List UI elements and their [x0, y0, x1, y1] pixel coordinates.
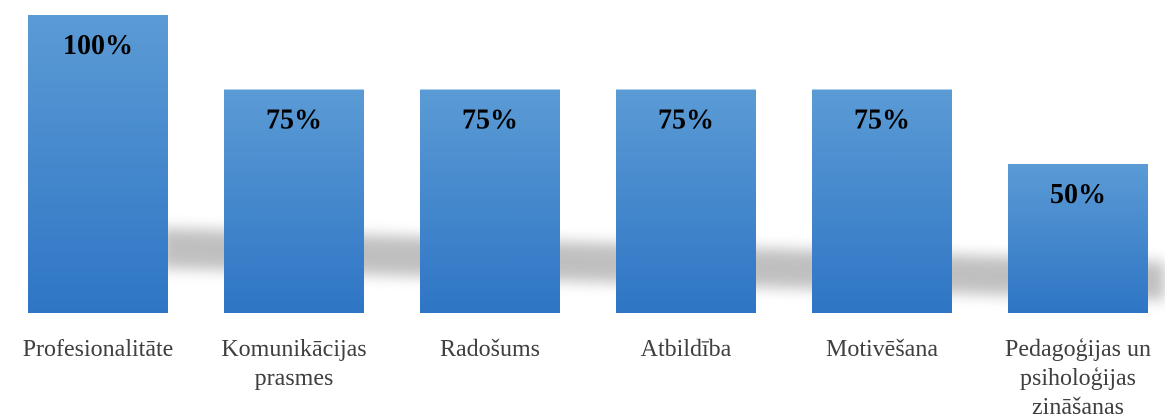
value-label-3: 75% [462, 105, 518, 136]
bar-4 [616, 89, 756, 313]
value-label-1: 100% [63, 30, 133, 61]
bar-6 [1008, 164, 1148, 313]
category-label-1: Profesionalitāte [23, 336, 174, 362]
value-label-4: 75% [658, 105, 714, 136]
value-label-5: 75% [854, 105, 910, 136]
bars-group [28, 15, 1148, 313]
category-label-6: Pedagoģijas un psiholoģijas zināšanas [1005, 336, 1151, 418]
bar-5 [812, 89, 952, 313]
category-labels-group: Profesionalitāte Komunikācijas prasmes Rado… [23, 336, 1151, 418]
value-labels-group: 100% 75% 75% 75% 75% 50% [63, 30, 1106, 210]
category-label-4: Atbildība [641, 336, 732, 362]
value-label-6: 50% [1050, 179, 1106, 210]
category-label-5: Motivēšana [826, 336, 938, 362]
bar-1 [28, 15, 168, 313]
bar-3 [420, 89, 560, 313]
category-label-3: Radošums [440, 336, 540, 362]
category-label-2: Komunikācijas prasmes [221, 336, 366, 391]
value-label-2: 75% [266, 105, 322, 136]
bar-2 [224, 89, 364, 313]
